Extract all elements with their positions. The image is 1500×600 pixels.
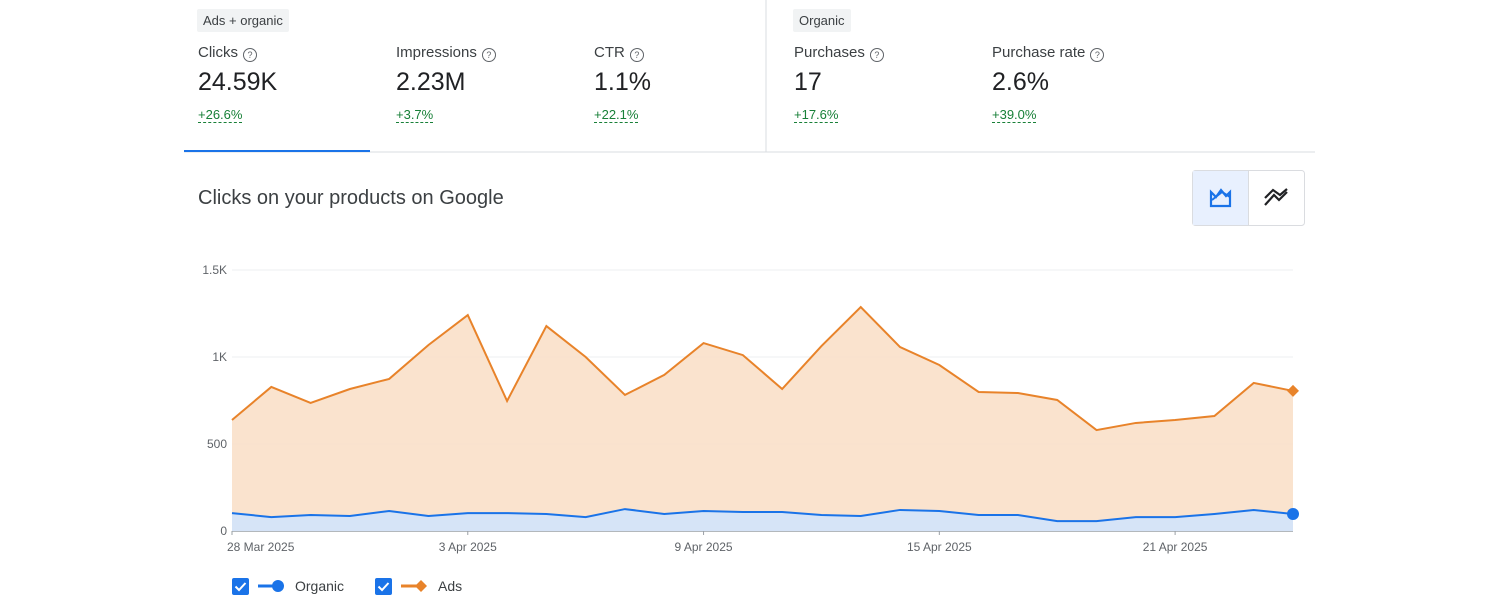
- metric-name-text: Purchases: [794, 44, 865, 61]
- metric-card[interactable]: Purchases? 17 +17.6%: [794, 44, 884, 124]
- metric-name: Clicks?: [198, 44, 277, 62]
- end-marker: [1287, 507, 1299, 520]
- check-mark: [234, 582, 247, 592]
- metric-name: Purchases?: [794, 44, 884, 62]
- y-tick-label: 1.5K: [202, 263, 227, 277]
- help-icon[interactable]: ?: [869, 48, 884, 62]
- legend-checkbox[interactable]: [375, 578, 392, 595]
- y-tick-label: 500: [207, 437, 227, 451]
- metric-value: 17: [794, 68, 822, 96]
- metric-value: 2.6%: [992, 68, 1049, 96]
- metric-value: 1.1%: [594, 68, 651, 96]
- tab-indicator: [184, 150, 370, 152]
- group-label: Ads + organic: [197, 9, 289, 32]
- metric-card[interactable]: CTR? 1.1% +22.1%: [594, 44, 651, 124]
- help-icon[interactable]: ?: [1090, 48, 1105, 62]
- metric-name-text: Purchase rate: [992, 44, 1086, 61]
- legend-checkbox[interactable]: [232, 578, 249, 595]
- metric-card[interactable]: Purchase rate? 2.6% +39.0%: [992, 44, 1105, 124]
- end-marker: [1287, 384, 1299, 397]
- legend-swatch: [272, 580, 284, 592]
- chart-title: Clicks on your products on Google: [198, 187, 504, 209]
- x-tick-label: 28 Mar 2025: [227, 540, 295, 554]
- x-tick-label: 3 Apr 2025: [439, 540, 497, 554]
- area-icon: [1211, 190, 1231, 201]
- legend-item[interactable]: Organic: [232, 578, 344, 595]
- metric-change: +17.6%: [794, 107, 839, 123]
- series-line: [231, 508, 1294, 523]
- y-tick-label: 0: [220, 524, 227, 538]
- legend-item[interactable]: Ads: [375, 578, 462, 595]
- x-tick-label: 9 Apr 2025: [675, 540, 733, 554]
- y-tick-label: 1K: [212, 350, 227, 364]
- area-fill: [232, 307, 1293, 531]
- metric-name-text: CTR: [594, 44, 625, 61]
- area-fill: [232, 509, 1293, 531]
- group-label: Organic: [793, 9, 851, 32]
- legend-label: Ads: [438, 578, 462, 594]
- metric-change: +39.0%: [992, 107, 1037, 123]
- legend-label: Organic: [295, 578, 344, 594]
- metric-value: 24.59K: [198, 68, 278, 96]
- metric-change: +22.1%: [594, 107, 639, 123]
- help-icon[interactable]: ?: [481, 48, 496, 62]
- metric-name-text: Clicks: [198, 44, 238, 61]
- metric-name-text: Impressions: [396, 44, 477, 61]
- area-view-button[interactable]: [1193, 171, 1248, 225]
- metric-change: +3.7%: [396, 107, 434, 123]
- help-icon[interactable]: ?: [243, 48, 257, 62]
- legend-swatch: [415, 580, 427, 592]
- metric-name: Impressions?: [396, 44, 496, 62]
- metric-card[interactable]: Clicks? 24.59K +26.6%: [198, 44, 277, 124]
- view-toggle[interactable]: [1192, 170, 1305, 226]
- check-mark: [377, 582, 390, 592]
- metric-value: 2.23M: [396, 68, 466, 96]
- metric-name: CTR?: [594, 44, 651, 62]
- metric-name: Purchase rate?: [992, 44, 1105, 62]
- x-tick-label: 15 Apr 2025: [907, 540, 972, 554]
- metric-change: +26.6%: [198, 107, 243, 123]
- series-line: [231, 305, 1294, 432]
- help-icon[interactable]: ?: [629, 48, 644, 62]
- line-view-button[interactable]: [1264, 188, 1288, 206]
- metric-card[interactable]: Impressions? 2.23M +3.7%: [396, 44, 496, 124]
- x-tick-label: 21 Apr 2025: [1143, 540, 1208, 554]
